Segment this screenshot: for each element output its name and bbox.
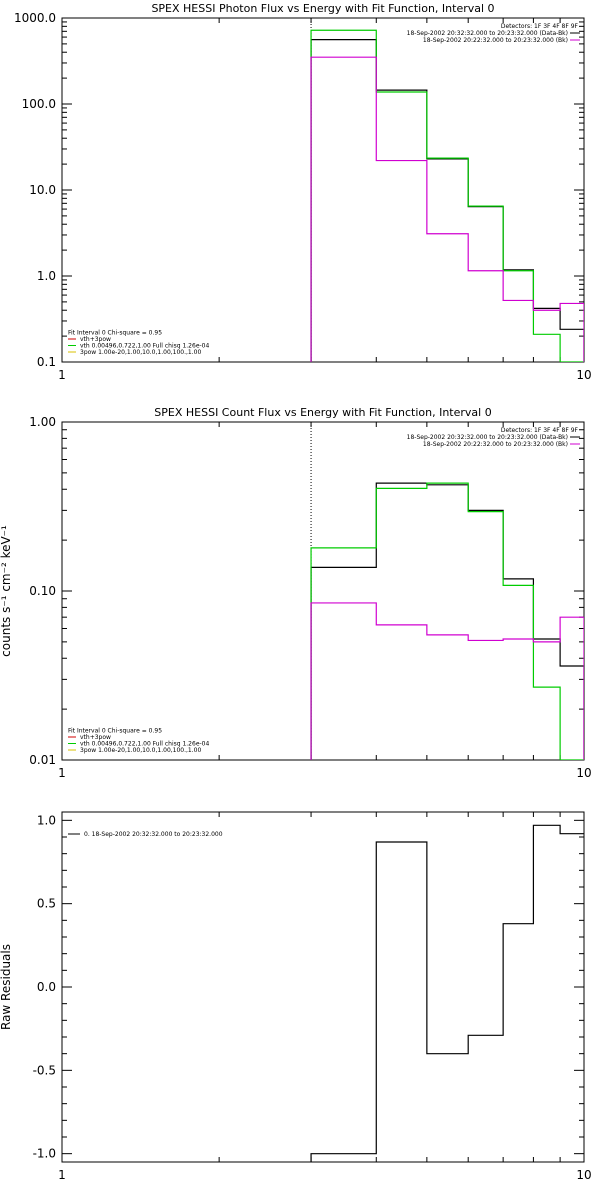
legend-entry: 0. 18-Sep-2002 20:32:32.000 to 20:23:32.… [84,831,223,838]
panel-1: SPEX HESSI Photon Flux vs Energy with Fi… [14,2,592,382]
series-line-3 [310,602,584,760]
series-line-2 [310,482,584,760]
y-tick-label: 0.10 [29,584,56,598]
y-tick-label: 1000.0 [14,11,56,25]
legend-entry: vth+3pow [80,336,111,343]
legend-entry: 18-Sep-2002 20:22:32.000 to 20:23:32.000… [423,37,568,44]
legend-entry: 18-Sep-2002 20:32:32.000 to 20:23:32.000… [407,30,568,37]
plot-frame [61,17,585,363]
y-tick-label: 0.1 [37,355,56,369]
legend-entry: Detectors: 1F 3F 4F 8F 9F [501,427,579,434]
legend-entry: Detectors: 1F 3F 4F 8F 9F [501,23,579,30]
x-tick-label: 1 [58,1168,66,1182]
legend-entry: 3pow 1.00e-20,1.00,10.0,1.00,100.,1.00 [80,747,201,754]
legend-entry: 18-Sep-2002 20:32:32.000 to 20:23:32.000… [407,434,568,441]
y-tick-label: 100.0 [22,97,56,111]
y-axis-label: Raw Residuals [0,944,13,1030]
plot-frame [61,811,585,1163]
x-tick-label: 10 [576,1168,591,1182]
y-tick-label: 1.00 [29,415,56,429]
panel-2: SPEX HESSI Count Flux vs Energy with Fit… [0,406,592,780]
series-line-3 [310,56,584,362]
legend-entry: Fit Interval 0 Chi-square = 0.95 [68,330,162,337]
series-line-2 [310,29,584,362]
y-tick-label: 1.0 [37,813,56,827]
legend-entry: 3pow 1.00e-20,1.00,10.0,1.00,100.,1.00 [80,349,201,356]
legend-entry: 18-Sep-2002 20:22:32.000 to 20:23:32.000… [423,441,568,448]
y-tick-label: -1.0 [33,1147,56,1161]
x-tick-label: 1 [58,368,66,382]
legend-entry: vth 0.00496,0.722,1.00 Full chisq 1.26e-… [80,741,209,748]
series-line-1 [310,482,584,760]
y-tick-label: 0.0 [37,980,56,994]
data-area [310,824,584,1162]
y-axis-label: counts s⁻¹ cm⁻² keV⁻¹ [0,525,13,657]
x-tick-label: 10 [576,368,591,382]
y-tick-label: 0.01 [29,753,56,767]
series-line-1 [310,39,584,362]
legend-entry: vth+3pow [80,734,111,741]
series-line-1 [310,824,584,1162]
y-tick-label: 1.0 [37,269,56,283]
x-tick-label: 10 [576,766,591,780]
chart-title: SPEX HESSI Photon Flux vs Energy with Fi… [151,2,494,15]
data-area [310,422,584,760]
y-tick-label: 10.0 [29,183,56,197]
y-tick-label: -0.5 [33,1063,56,1077]
y-tick-label: 0.5 [37,897,56,911]
legend-entry: Fit Interval 0 Chi-square = 0.95 [68,728,162,735]
legend-entry: vth 0.00496,0.722,1.00 Full chisq 1.26e-… [80,343,209,350]
plot-frame [61,421,585,761]
data-area [310,18,584,362]
x-tick-label: 1 [58,766,66,780]
panel-3: 1 10 -1.0 -0.5 0.0 0.5 1.0 Raw Residuals 0. 18-S… [0,811,592,1182]
chart-title: SPEX HESSI Count Flux vs Energy with Fit… [154,406,491,419]
